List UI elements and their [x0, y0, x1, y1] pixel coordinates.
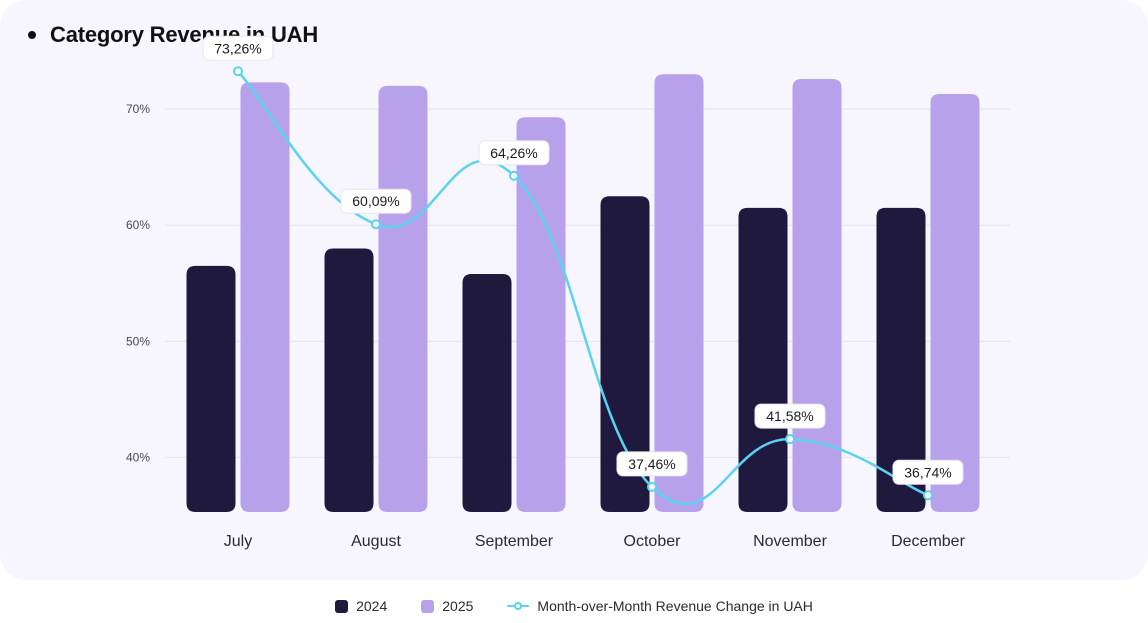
legend-item-mom-change[interactable]: Month-over-Month Revenue Change in UAH	[507, 598, 813, 614]
mom-point-september	[509, 170, 519, 181]
mom-data-label-july: 73,26%	[214, 40, 261, 56]
bar-2025-august	[378, 85, 428, 513]
y-tick-label-70: 70%	[126, 102, 150, 116]
legend-item-2024[interactable]: 2024	[335, 598, 387, 614]
mom-data-label-august: 60,09%	[352, 193, 399, 209]
mom-label-box-july	[202, 35, 274, 61]
legend-item-2025[interactable]: 2025	[421, 598, 473, 614]
title-bullet-icon	[28, 31, 36, 39]
mom-data-label-november: 41,58%	[766, 408, 813, 424]
mom-data-label-october: 37,46%	[628, 456, 675, 472]
y-tick-label-60: 60%	[126, 218, 150, 232]
chart-card: Category Revenue in UAH 40% 50% 60% 70% July…	[28, 22, 1010, 550]
mom-label-box-october	[616, 451, 688, 477]
x-tick-label-december: December	[891, 533, 965, 550]
x-tick-label-november: November	[753, 533, 827, 550]
bar-2025-july	[240, 82, 290, 512]
x-tick-label-october: October	[624, 533, 682, 550]
legend-label-2024: 2024	[356, 598, 388, 614]
mom-point-october	[647, 481, 657, 492]
mom-label-box-november	[754, 403, 826, 429]
mom-label-box-september	[478, 140, 550, 166]
bar-2024-august	[324, 248, 374, 512]
mom-label-box-august	[340, 188, 412, 214]
bar-2025-october	[654, 74, 704, 512]
chart-title: Category Revenue in UAH	[50, 22, 319, 47]
mom-data-label-september: 64,26%	[490, 145, 537, 161]
bar-2025-september	[516, 117, 566, 512]
mom-point-november	[785, 434, 795, 445]
bar-2024-september	[462, 273, 512, 512]
bar-2024-december	[876, 207, 926, 512]
legend-label-2025: 2025	[442, 598, 474, 614]
chart-plot: 40% 50% 60% 70% July August September October No…	[126, 35, 1010, 550]
legend-swatch-2024	[335, 599, 349, 613]
y-tick-label-40: 40%	[126, 450, 150, 464]
mom-point-august	[371, 219, 381, 230]
bar-2024-october	[600, 196, 650, 512]
mom-point-july	[233, 66, 243, 77]
bar-2025-december	[930, 94, 980, 512]
bar-2024-november	[738, 207, 788, 512]
legend-label-mom-change: Month-over-Month Revenue Change in UAH	[537, 598, 813, 614]
chart-header: Category Revenue in UAH	[28, 22, 318, 48]
y-tick-label-50: 50%	[126, 334, 150, 348]
x-tick-label-august: August	[351, 533, 401, 550]
mom-data-label-december: 36,74%	[904, 464, 951, 480]
legend-line-icon	[507, 600, 530, 612]
bar-2024-july	[186, 265, 236, 512]
chart-legend: 2024 2025 Month-over-Month Revenue Chang…	[0, 598, 1148, 614]
x-tick-label-september: September	[475, 533, 554, 550]
mom-point-december	[923, 490, 933, 501]
mom-label-box-december	[892, 459, 964, 485]
x-tick-label-july: July	[224, 533, 252, 550]
legend-swatch-2025	[421, 599, 435, 613]
